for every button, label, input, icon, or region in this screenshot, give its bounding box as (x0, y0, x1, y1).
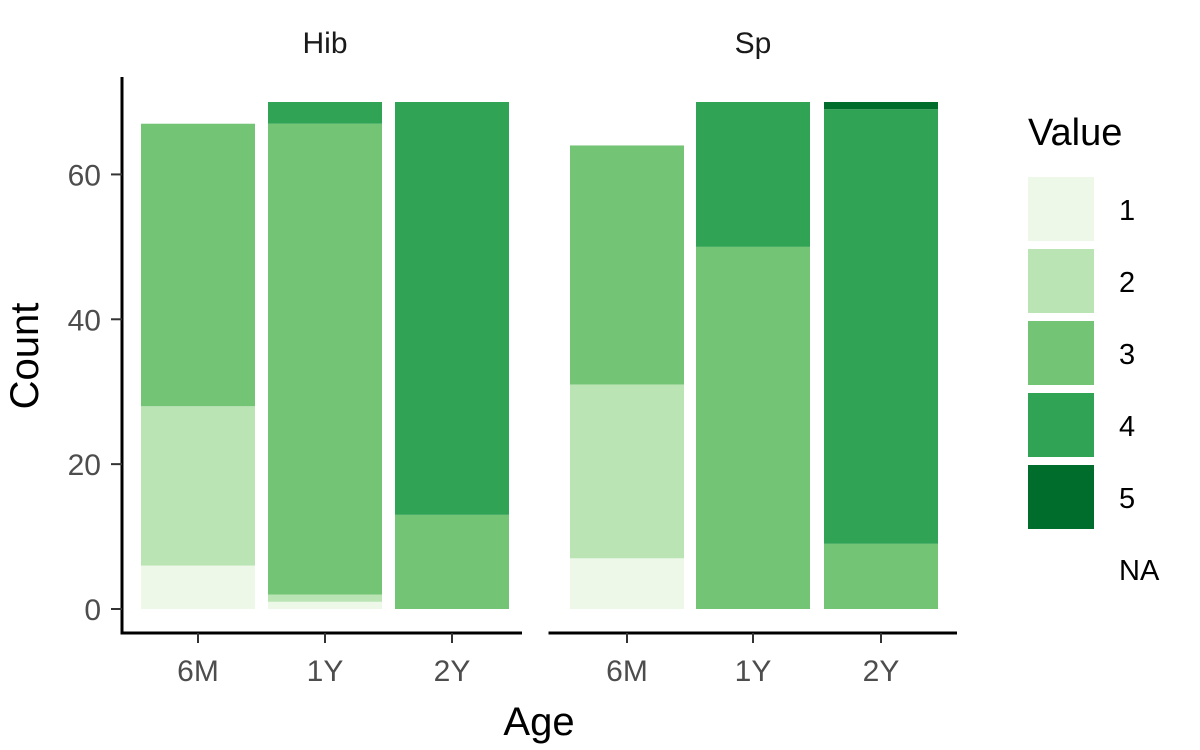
x-tick-label: 6M (177, 655, 219, 688)
bar-segment-hib-6m-value-1 (141, 565, 255, 609)
x-tick-label: 2Y (434, 655, 471, 688)
bar-segment-hib-1y-value-4 (268, 102, 382, 124)
legend-key-2 (1028, 249, 1094, 313)
bar-segment-sp-2y-value-3 (824, 543, 938, 609)
legend-label-2: 2 (1119, 267, 1135, 299)
bar-segment-sp-6m-value-1 (570, 558, 684, 609)
bar-segment-sp-6m-value-2 (570, 384, 684, 559)
bar-segment-hib-1y-value-3 (268, 123, 382, 595)
legend-label-3: 3 (1119, 339, 1135, 371)
facet-panel-sp: Sp 6M 1Y 2Y (548, 27, 957, 688)
x-tick-label: 2Y (863, 655, 900, 688)
facet-strip-label: Sp (735, 27, 772, 60)
legend-key-5 (1028, 465, 1094, 529)
y-tick-label: 60 (68, 159, 101, 192)
y-tick-label: 0 (84, 594, 101, 627)
legend: Value 1 2 3 4 5 NA (1028, 112, 1160, 587)
y-axis-title: Count (3, 303, 47, 410)
bar-segment-hib-1y-value-2 (268, 594, 382, 602)
legend-title: Value (1028, 112, 1122, 154)
legend-key-3 (1028, 321, 1094, 385)
y-tick-label: 40 (68, 304, 101, 337)
legend-label-1: 1 (1119, 195, 1135, 227)
bar-segment-hib-1y-value-1 (268, 601, 382, 609)
bar-segment-hib-6m-value-2 (141, 406, 255, 566)
bar-segment-hib-2y-value-3 (395, 514, 509, 609)
facet-panel-hib: Hib 6M 1Y 2Y 0 20 40 60 (68, 27, 522, 688)
bar-segment-sp-1y-value-4 (696, 102, 810, 247)
legend-key-1 (1028, 177, 1094, 241)
legend-key-4 (1028, 393, 1094, 457)
bar-segment-sp-2y-value-5 (824, 102, 938, 110)
chart-panels: Hib 6M 1Y 2Y 0 20 40 60 Sp 6M 1Y 2Y (68, 27, 957, 688)
x-tick-label: 6M (606, 655, 648, 688)
bar-segment-hib-2y-value-4 (395, 102, 509, 515)
legend-label-5: 5 (1119, 483, 1135, 515)
x-tick-label: 1Y (735, 655, 772, 688)
x-axis-title: Age (503, 700, 574, 744)
legend-label-4: 4 (1119, 411, 1135, 443)
bar-segment-sp-1y-value-3 (696, 246, 810, 609)
facet-strip-label: Hib (302, 27, 347, 60)
x-tick-label: 1Y (307, 655, 344, 688)
bar-segment-hib-6m-value-3 (141, 123, 255, 407)
bar-segment-sp-2y-value-4 (824, 109, 938, 544)
y-tick-label: 20 (68, 449, 101, 482)
legend-label-na: NA (1119, 555, 1160, 587)
bar-segment-sp-6m-value-3 (570, 145, 684, 385)
